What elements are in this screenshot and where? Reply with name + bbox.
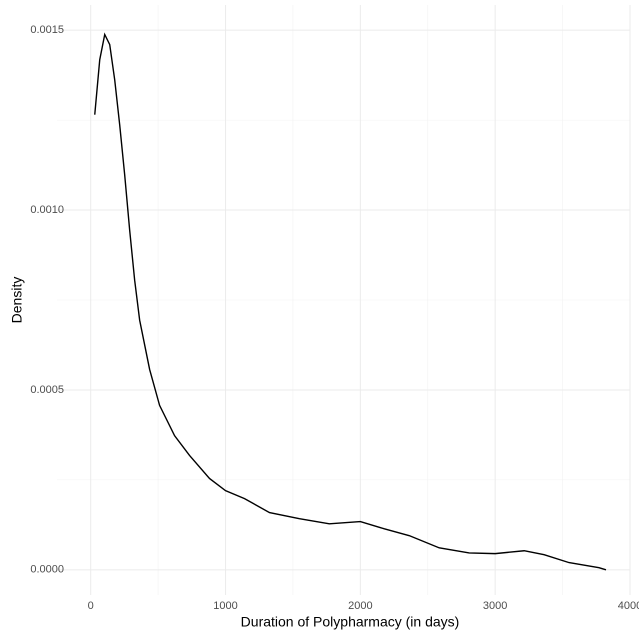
x-tick-label: 2000 bbox=[348, 600, 372, 612]
y-tick-label: 0.0010 bbox=[30, 204, 64, 216]
x-axis-title: Duration of Polypharmacy (in days) bbox=[241, 614, 460, 630]
y-tick-label: 0.0015 bbox=[30, 24, 64, 36]
x-tick-label: 0 bbox=[88, 600, 94, 612]
y-axis-title: Density bbox=[9, 277, 25, 324]
x-tick-label: 1000 bbox=[213, 600, 237, 612]
y-tick-label: 0.0000 bbox=[30, 564, 64, 576]
x-tick-label: 3000 bbox=[483, 600, 507, 612]
density-line bbox=[94, 32, 607, 571]
y-tick-label: 0.0005 bbox=[30, 384, 64, 396]
